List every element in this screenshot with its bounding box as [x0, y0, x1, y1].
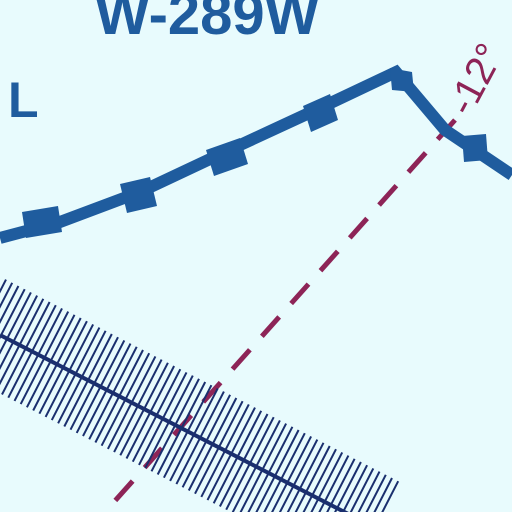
hatch-tick	[125, 365, 175, 459]
hatch-tick	[326, 458, 356, 512]
hatch-tick	[187, 397, 238, 491]
hatch-tick	[156, 381, 207, 475]
hatch-tick	[212, 410, 263, 504]
hatch-tick	[63, 333, 113, 427]
hatch-tick	[38, 320, 88, 415]
hatch-tick	[0, 288, 26, 340]
isogonic-label: -12°	[439, 36, 512, 122]
hatch-tick	[88, 346, 138, 440]
hatch-tick	[239, 423, 287, 512]
boundary-tick	[22, 206, 62, 238]
hatch-tick	[150, 378, 200, 472]
hatch-tick	[194, 400, 244, 495]
hatch-tick	[294, 445, 331, 512]
hatch-tick	[302, 448, 337, 512]
hatch-tick	[32, 317, 82, 411]
hatch-tick	[365, 474, 387, 512]
hatch-tick	[13, 307, 63, 402]
hatch-tick	[0, 291, 32, 355]
hatch-tick	[181, 394, 231, 488]
hatch-tick	[44, 323, 94, 418]
area-label: W-289W	[95, 0, 320, 47]
hatch-tick	[278, 439, 319, 512]
boundary-tick	[303, 94, 338, 132]
hatch-tick	[0, 298, 45, 386]
hatch-tick	[247, 426, 294, 512]
hatch-tick	[341, 464, 368, 512]
boundary-tick	[462, 134, 488, 162]
hatch-tick	[19, 311, 70, 405]
hatch-tick	[113, 359, 163, 453]
hatch-tick	[263, 432, 306, 512]
hatch-tick	[131, 368, 182, 463]
hatch-tick	[0, 285, 20, 325]
hatch-tick	[286, 442, 325, 512]
boundary-tick	[120, 177, 157, 213]
boundary-tick	[390, 68, 414, 92]
hatch-tick	[334, 461, 362, 512]
hatch-tick	[357, 471, 381, 512]
hatch-tick	[163, 384, 213, 479]
hatch-tick	[57, 330, 107, 424]
hatch-tick	[271, 435, 312, 512]
hatch-tick	[349, 467, 375, 512]
hatch-tick	[206, 407, 256, 501]
hatch-tick	[318, 455, 350, 512]
hatch-tick	[138, 371, 188, 466]
hatch-tick	[225, 416, 275, 511]
hatch-tick	[0, 295, 38, 371]
edge-letter: L	[8, 72, 39, 128]
hatch-tick	[200, 403, 250, 498]
hatch-tick	[310, 451, 344, 512]
hatch-tick	[231, 419, 281, 512]
hatch-tick	[0, 282, 14, 309]
hatch-tick	[119, 362, 169, 456]
hatch-tick	[82, 343, 132, 437]
hatch-tick	[26, 314, 76, 408]
hatch-tick	[69, 336, 119, 431]
airway-hatching	[0, 279, 400, 512]
airway-centerline	[0, 333, 349, 512]
hatch-tick	[381, 480, 400, 512]
hatch-tick	[144, 375, 194, 469]
hatch-tick	[75, 339, 126, 434]
hatch-tick	[1, 301, 51, 395]
hatch-tick	[94, 349, 144, 443]
hatch-tick	[100, 352, 151, 447]
hatch-tick	[50, 327, 101, 421]
hatch-tick	[7, 304, 57, 399]
boundary-tick	[206, 138, 248, 176]
hatch-tick	[219, 413, 269, 507]
hatch-tick	[175, 391, 225, 485]
hatch-tick	[255, 429, 300, 512]
airspace-boundary	[0, 64, 512, 244]
hatch-tick	[107, 355, 157, 450]
hatch-tick	[373, 477, 393, 512]
hatch-tick	[169, 387, 219, 482]
